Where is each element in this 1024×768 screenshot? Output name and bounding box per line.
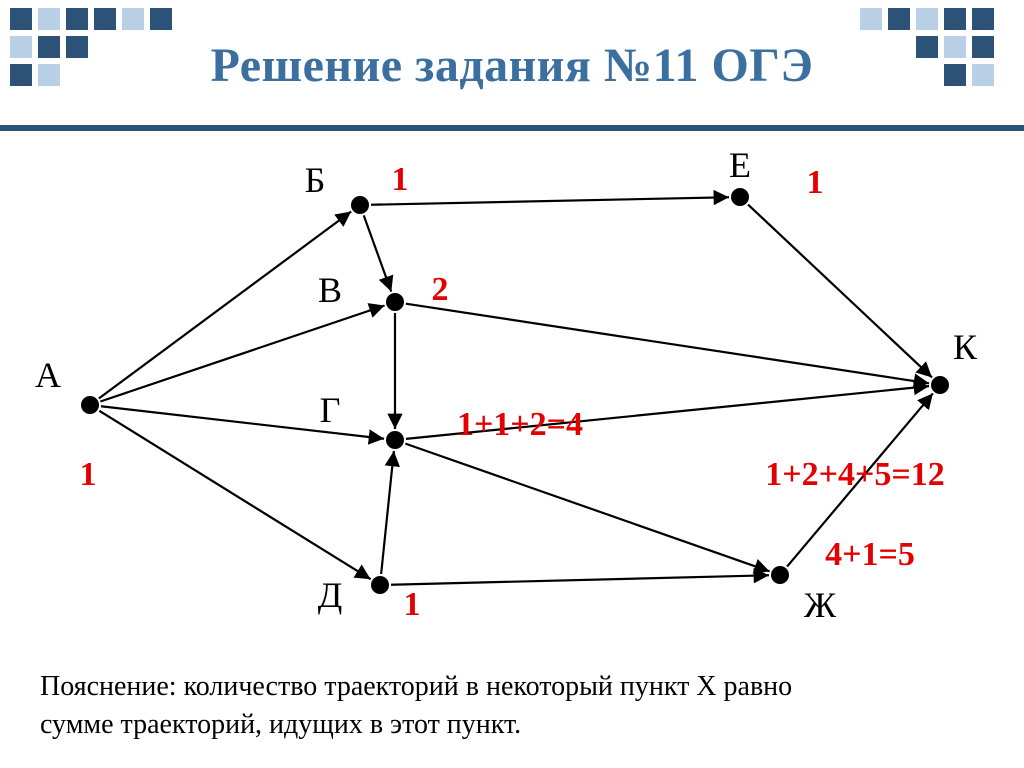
- node-B: [351, 196, 369, 214]
- deco-square: [860, 8, 882, 30]
- node-label-A: А: [35, 354, 61, 396]
- deco-square: [94, 8, 116, 30]
- node-D: [371, 576, 389, 594]
- edge: [364, 215, 392, 291]
- path-count-1: 1: [807, 164, 824, 202]
- edge: [391, 575, 769, 584]
- deco-square: [66, 8, 88, 30]
- edge: [99, 212, 351, 399]
- node-label-E: Е: [729, 144, 751, 186]
- slide-title: Решение задания №11 ОГЭ: [0, 38, 1024, 93]
- explanation-line-1: Пояснение: количество траекторий в некот…: [40, 671, 792, 702]
- node-label-K: К: [953, 326, 977, 368]
- deco-square: [916, 8, 938, 30]
- edge: [748, 205, 932, 378]
- explanation-text: Пояснение: количество траекторий в некот…: [40, 668, 984, 744]
- node-A: [81, 396, 99, 414]
- edge: [101, 406, 384, 438]
- node-Zh: [771, 566, 789, 584]
- deco-square: [122, 8, 144, 30]
- deco-square: [10, 8, 32, 30]
- edge: [405, 444, 769, 572]
- path-count-6: 1: [404, 586, 421, 624]
- deco-square: [888, 8, 910, 30]
- node-label-G: Г: [320, 389, 341, 431]
- edge: [381, 451, 394, 574]
- deco-square: [38, 8, 60, 30]
- graph-diagram: А Б В Г Д Е Ж К 1 1 2 1+1+2=4 1 1+2+4+5=12 1 4+1=5: [0, 135, 1024, 680]
- path-count-4: 1: [80, 456, 97, 494]
- node-V: [386, 293, 404, 311]
- node-E: [731, 188, 749, 206]
- node-label-B: Б: [305, 159, 326, 201]
- explanation-line-2: сумме траекторий, идущих в этот пункт.: [40, 709, 521, 740]
- path-count-3: 1+1+2=4: [457, 406, 583, 444]
- deco-square: [944, 8, 966, 30]
- node-label-D: Д: [318, 574, 343, 616]
- path-count-5: 1+2+4+5=12: [765, 456, 945, 494]
- header-rule: [0, 125, 1024, 131]
- node-G: [386, 431, 404, 449]
- edge: [100, 306, 384, 402]
- slide-header: Решение задания №11 ОГЭ: [0, 0, 1024, 135]
- edge: [371, 197, 729, 205]
- path-count-2: 2: [432, 271, 449, 309]
- edge: [406, 304, 929, 384]
- deco-square: [150, 8, 172, 30]
- node-K: [931, 376, 949, 394]
- deco-square: [972, 8, 994, 30]
- path-count-0: 1: [392, 161, 409, 199]
- node-label-Zh: Ж: [804, 584, 836, 626]
- edge: [99, 411, 370, 579]
- node-label-V: В: [318, 269, 342, 311]
- path-count-7: 4+1=5: [825, 536, 915, 574]
